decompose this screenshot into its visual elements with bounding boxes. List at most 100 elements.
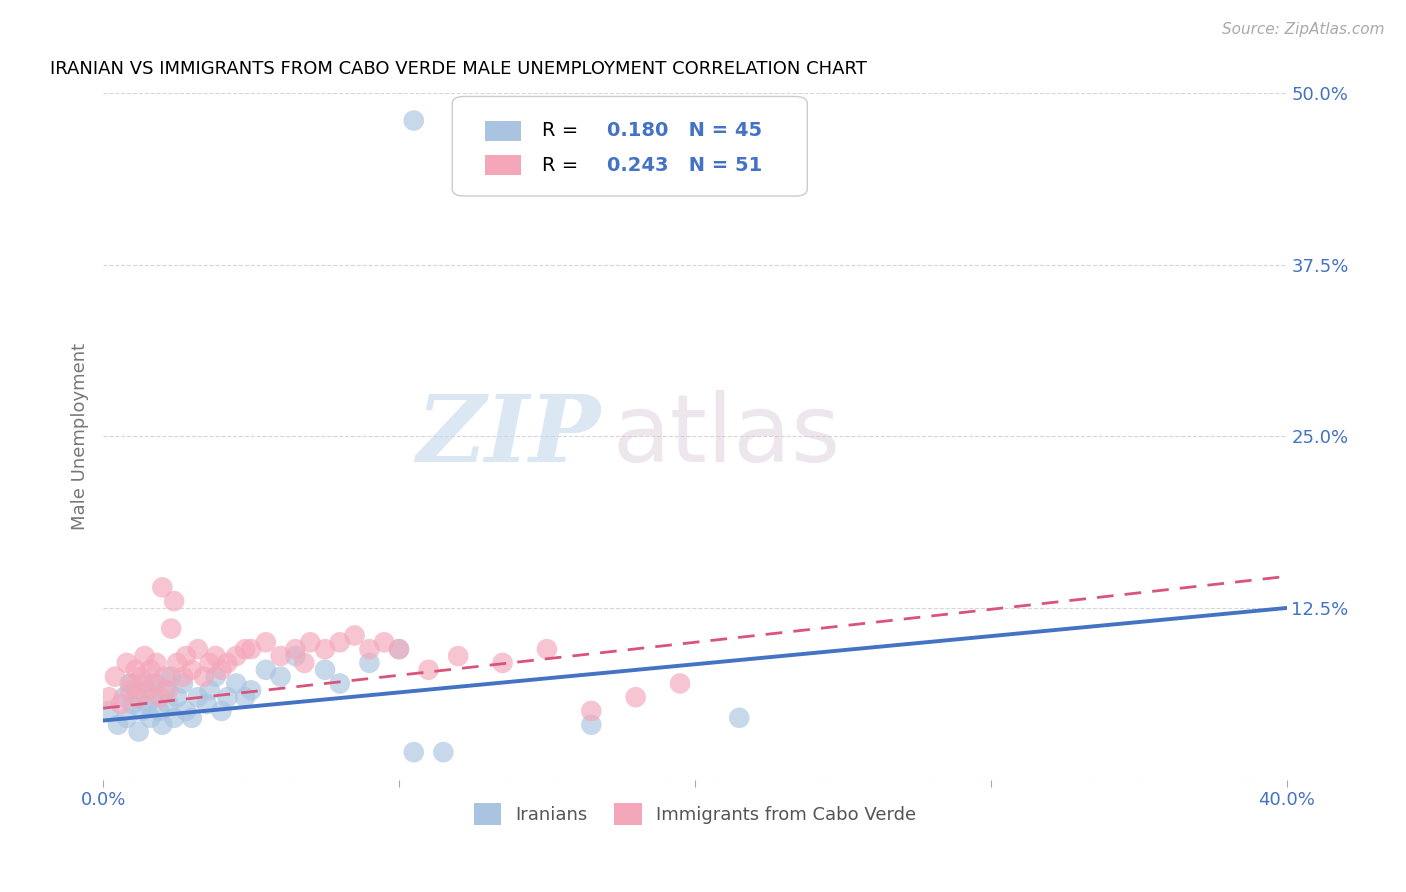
- Point: [329, 676, 352, 690]
- Point: [180, 711, 202, 725]
- Point: [155, 683, 177, 698]
- FancyBboxPatch shape: [485, 120, 520, 141]
- Point: [115, 711, 138, 725]
- Point: [145, 656, 167, 670]
- Point: [359, 642, 381, 657]
- Point: [343, 628, 366, 642]
- Point: [581, 717, 603, 731]
- Point: [115, 656, 138, 670]
- Point: [139, 711, 162, 725]
- Point: [373, 635, 395, 649]
- Point: [270, 648, 292, 663]
- Text: R =: R =: [543, 155, 585, 175]
- Point: [581, 704, 603, 718]
- Text: IRANIAN VS IMMIGRANTS FROM CABO VERDE MALE UNEMPLOYMENT CORRELATION CHART: IRANIAN VS IMMIGRANTS FROM CABO VERDE MA…: [49, 60, 866, 78]
- Point: [211, 704, 233, 718]
- Point: [128, 724, 150, 739]
- Point: [225, 676, 247, 690]
- Point: [204, 648, 226, 663]
- Point: [121, 676, 143, 690]
- Point: [314, 642, 336, 657]
- Point: [139, 663, 162, 677]
- Point: [211, 663, 233, 677]
- Legend: Iranians, Immigrants from Cabo Verde: Iranians, Immigrants from Cabo Verde: [467, 796, 924, 832]
- Point: [166, 690, 188, 705]
- Point: [142, 690, 165, 705]
- Point: [172, 676, 194, 690]
- Point: [254, 635, 277, 649]
- Point: [402, 113, 425, 128]
- Point: [163, 711, 186, 725]
- Point: [131, 670, 153, 684]
- Point: [198, 656, 221, 670]
- Point: [160, 670, 183, 684]
- Point: [157, 697, 180, 711]
- Point: [118, 676, 141, 690]
- Text: 0.243   N = 51: 0.243 N = 51: [607, 155, 762, 175]
- Point: [136, 683, 159, 698]
- Point: [359, 656, 381, 670]
- Point: [174, 704, 197, 718]
- Point: [157, 683, 180, 698]
- Point: [98, 690, 121, 705]
- Point: [233, 642, 256, 657]
- Point: [299, 635, 322, 649]
- Point: [148, 704, 170, 718]
- Point: [240, 683, 263, 698]
- Point: [536, 642, 558, 657]
- Point: [233, 690, 256, 705]
- Point: [134, 676, 156, 690]
- Point: [624, 690, 647, 705]
- Point: [402, 745, 425, 759]
- Point: [104, 670, 127, 684]
- Point: [225, 648, 247, 663]
- Point: [204, 670, 226, 684]
- Point: [314, 663, 336, 677]
- FancyBboxPatch shape: [485, 155, 520, 176]
- Point: [187, 690, 209, 705]
- Point: [124, 683, 146, 698]
- Point: [388, 642, 411, 657]
- Point: [432, 745, 454, 759]
- Point: [150, 580, 173, 594]
- Text: atlas: atlas: [612, 391, 841, 483]
- Point: [180, 663, 202, 677]
- Text: R =: R =: [543, 121, 585, 140]
- Point: [388, 642, 411, 657]
- Point: [160, 622, 183, 636]
- Point: [142, 676, 165, 690]
- Point: [217, 656, 239, 670]
- Point: [284, 648, 307, 663]
- Point: [217, 690, 239, 705]
- Point: [148, 690, 170, 705]
- Point: [131, 704, 153, 718]
- Point: [270, 670, 292, 684]
- Point: [198, 683, 221, 698]
- Point: [187, 642, 209, 657]
- Point: [155, 670, 177, 684]
- Point: [118, 683, 141, 698]
- Text: ZIP: ZIP: [416, 392, 600, 482]
- Point: [110, 697, 132, 711]
- Text: 0.180   N = 45: 0.180 N = 45: [607, 121, 762, 140]
- Point: [284, 642, 307, 657]
- FancyBboxPatch shape: [453, 96, 807, 196]
- Point: [669, 676, 692, 690]
- Point: [136, 697, 159, 711]
- Point: [121, 697, 143, 711]
- Point: [195, 697, 218, 711]
- Point: [329, 635, 352, 649]
- Point: [240, 642, 263, 657]
- Point: [107, 717, 129, 731]
- Point: [491, 656, 513, 670]
- Point: [172, 670, 194, 684]
- Point: [134, 648, 156, 663]
- Point: [292, 656, 315, 670]
- Point: [145, 676, 167, 690]
- Point: [166, 656, 188, 670]
- Point: [254, 663, 277, 677]
- Y-axis label: Male Unemployment: Male Unemployment: [72, 343, 89, 530]
- Point: [124, 663, 146, 677]
- Point: [112, 690, 135, 705]
- Point: [447, 648, 470, 663]
